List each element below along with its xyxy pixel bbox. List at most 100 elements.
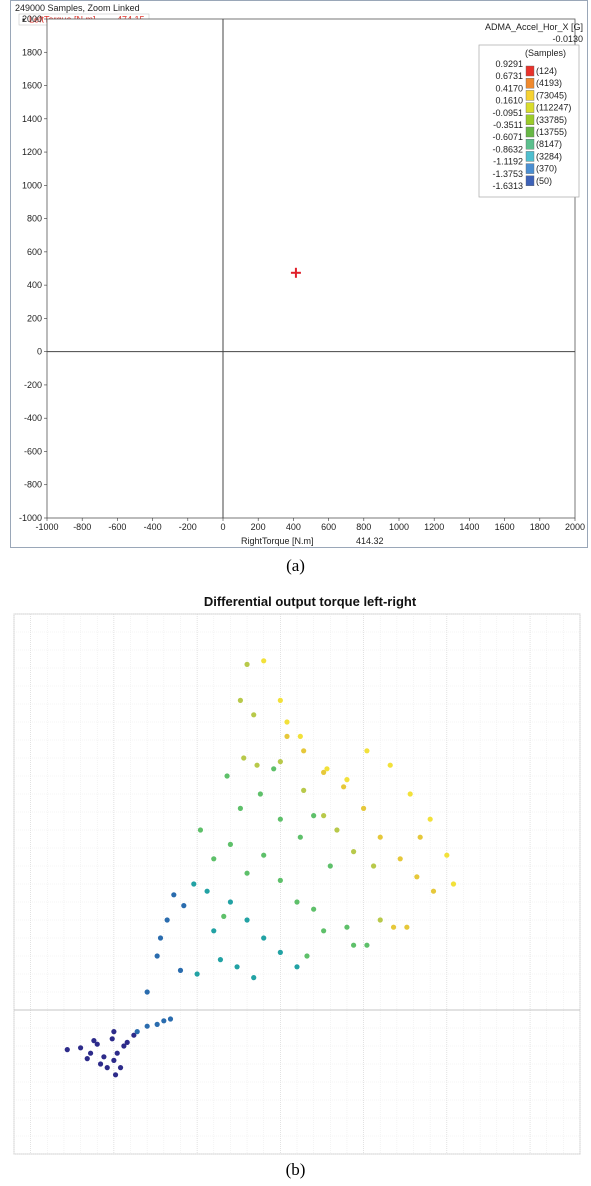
chart-b-svg: Differential output torque left-right: [13, 594, 581, 1155]
scatter-point-b: [91, 1038, 97, 1044]
y-tick-label: 1600: [22, 81, 42, 91]
caption-b: (b): [285, 1160, 306, 1179]
scatter-point-b: [114, 1050, 120, 1056]
colorbar-count: (50): [536, 176, 552, 186]
scatter-point-b: [261, 852, 267, 858]
colorbar-swatch: [525, 163, 535, 174]
y-tick-label: -400: [24, 413, 42, 423]
colorbar-title: ADMA_Accel_Hor_X [G]: [485, 22, 583, 32]
y-tick-label: 600: [27, 247, 42, 257]
scatter-point-b: [407, 791, 413, 797]
scatter-point-b: [244, 661, 250, 667]
scatter-point-b: [257, 791, 263, 797]
scatter-point-b: [237, 805, 243, 811]
scatter-point-b: [77, 1045, 84, 1051]
scatter-point-b: [191, 881, 197, 887]
y-tick-label: 800: [27, 214, 42, 224]
scatter-point-b: [251, 712, 257, 718]
y-tick-label: 1200: [22, 147, 42, 157]
y-tick-label: -800: [24, 480, 42, 490]
colorbar-count: (8147): [536, 139, 562, 149]
scatter-point-b: [277, 949, 283, 955]
chart-a-header: 249000 Samples, Zoom Linked: [15, 3, 140, 13]
scatter-point-b: [344, 777, 350, 783]
scatter-point-b: [277, 697, 283, 703]
scatter-point-b: [101, 1054, 107, 1060]
x-tick-label: 1600: [495, 522, 515, 532]
scatter-point-b: [161, 1018, 167, 1024]
scatter-point-b: [87, 1050, 94, 1056]
y-tick-label: 400: [27, 280, 42, 290]
x-tick-label: -1000: [35, 522, 58, 532]
scatter-point-b: [351, 849, 357, 855]
y-readout-bullet: ▪: [22, 15, 25, 25]
scatter-point-b: [97, 1061, 104, 1067]
scatter-point-b: [197, 827, 204, 833]
x-tick-label: 200: [251, 522, 266, 532]
x-axis-label: RightTorque [N.m]: [241, 536, 314, 546]
scatter-point-b: [294, 899, 300, 905]
colorbar-count: (370): [536, 164, 557, 174]
scatter-point-b: [104, 1065, 110, 1071]
scatter-point-b: [321, 928, 327, 934]
scatter-point-b: [344, 924, 350, 930]
scatter-point-b: [111, 1057, 117, 1063]
scatter-point-b: [117, 1065, 124, 1071]
scatter-point-b: [364, 748, 370, 754]
scatter-point-b: [64, 1047, 70, 1053]
scatter-point-b: [351, 942, 357, 948]
scatter-point-b: [241, 755, 247, 761]
x-tick-label: 1000: [389, 522, 409, 532]
scatter-point-b: [251, 975, 257, 981]
scatter-point-b: [360, 805, 367, 811]
scatter-point-b: [450, 881, 457, 887]
scatter-point-b: [364, 942, 370, 948]
colorbar-swatch: [525, 126, 535, 138]
colorbar-count: (124): [536, 66, 557, 76]
colorbar-count: (112247): [536, 103, 571, 113]
colorbar-value: -1.1192: [493, 157, 523, 167]
scatter-point-b: [154, 1021, 160, 1027]
scatter-point-b: [311, 906, 317, 912]
y-tick-label: 200: [27, 313, 42, 323]
chart-a-panel: 249000 Samples, Zoom Linked ▪ LeftTorque…: [10, 0, 588, 548]
scatter-point-b: [427, 816, 433, 822]
scatter-point-b: [261, 935, 267, 941]
scatter-point-b: [341, 784, 347, 790]
colorbar-swatch: [525, 102, 535, 113]
colorbar-value: -1.3753: [492, 169, 523, 179]
scatter-point-b: [324, 766, 330, 772]
colorbar-value: -0.3511: [493, 120, 523, 130]
scatter-point-b: [277, 877, 283, 883]
scatter-point-b: [370, 863, 377, 869]
scatter-point-b: [404, 924, 410, 930]
x-tick-label: 400: [286, 522, 301, 532]
scatter-point-b: [234, 964, 240, 970]
colorbar-swatch: [525, 77, 535, 89]
scatter-point-b: [417, 834, 423, 840]
scatter-point-b: [244, 917, 250, 923]
y-tick-label: 0: [37, 347, 42, 357]
chart-b-plot-area: [64, 658, 457, 1078]
y-tick-label: 2000: [22, 14, 42, 24]
scatter-point-b: [271, 766, 277, 772]
scatter-point-b: [334, 827, 340, 833]
x-tick-label: -800: [73, 522, 91, 532]
scatter-point-b: [94, 1041, 100, 1047]
x-axis-readout: RightTorque [N.m] 414.32: [241, 536, 384, 546]
y-tick-label: -600: [24, 446, 42, 456]
scatter-point-b: [194, 971, 200, 977]
scatter-point-b: [211, 856, 217, 862]
colorbar-value: -0.0951: [492, 108, 523, 118]
chart-b-panel: Differential output torque left-right: [10, 594, 584, 1158]
caption-a: (a): [286, 556, 305, 575]
scatter-point-b: [444, 852, 450, 858]
colorbar-swatch: [525, 175, 535, 187]
chart-b-title: Differential output torque left-right: [204, 594, 417, 609]
colorbar-count: (13755): [536, 127, 567, 137]
y-tick-label: -200: [24, 380, 42, 390]
scatter-point-b: [211, 928, 217, 934]
y-tick-label: 1400: [22, 114, 42, 124]
scatter-point-b: [144, 1023, 150, 1029]
colorbar-value: 0.1610: [495, 96, 523, 106]
